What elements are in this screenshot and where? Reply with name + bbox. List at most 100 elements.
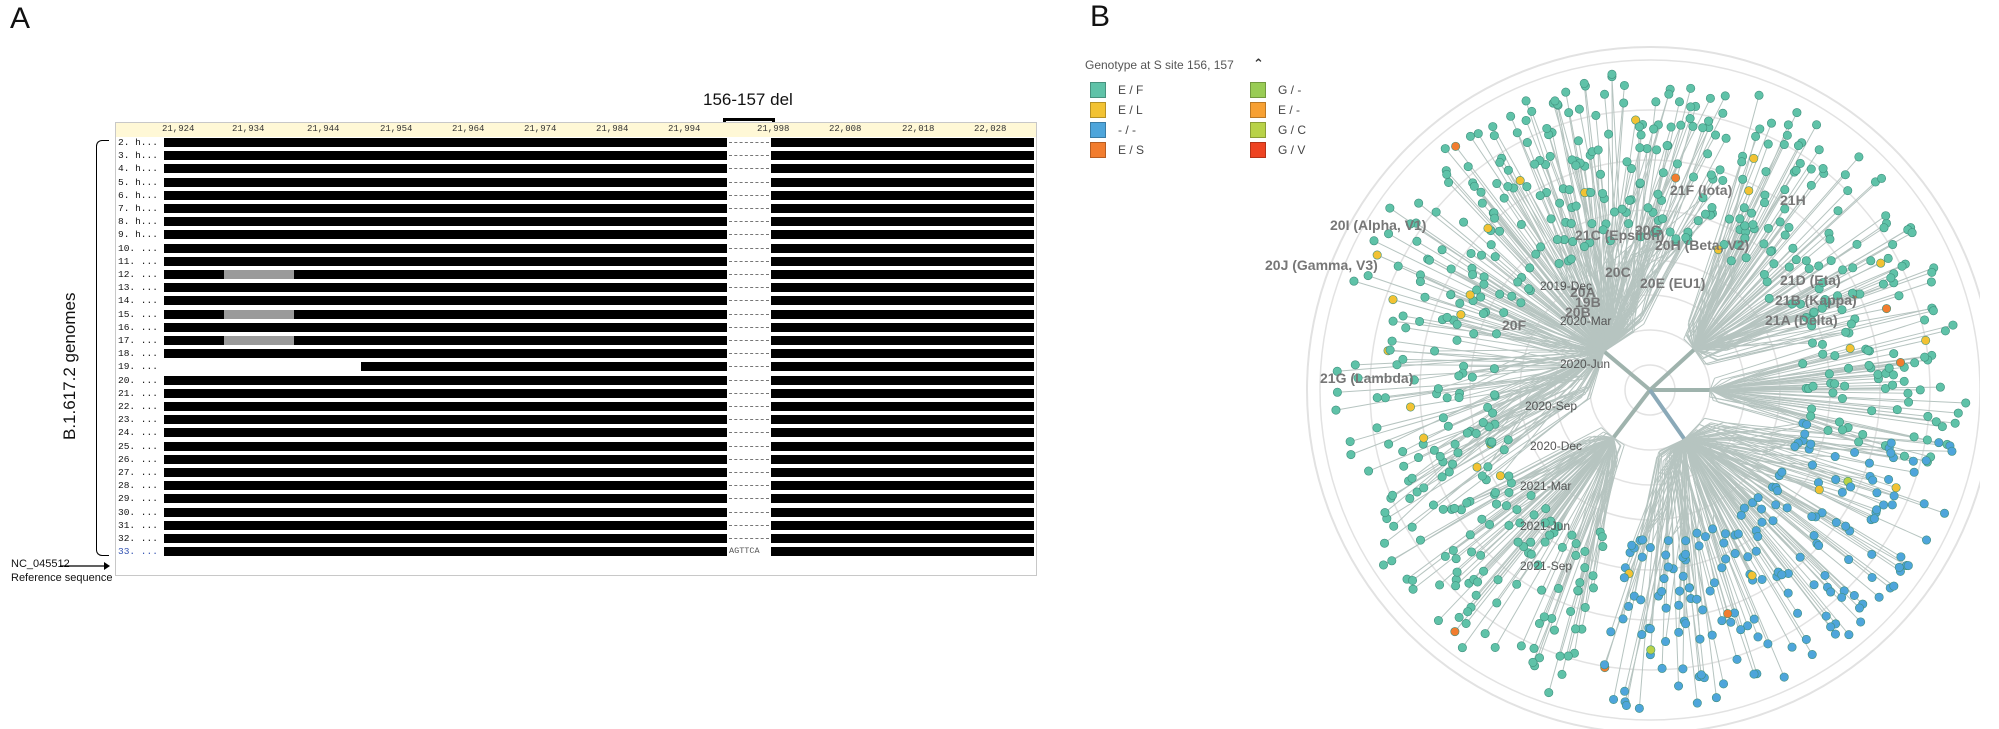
- tree-tip[interactable]: [1847, 288, 1857, 298]
- tree-tip[interactable]: [1515, 518, 1525, 528]
- tree-tip[interactable]: [1580, 546, 1590, 556]
- tree-tip[interactable]: [1806, 180, 1816, 190]
- tree-tip[interactable]: [1948, 320, 1958, 330]
- tree-tip[interactable]: [1621, 700, 1631, 710]
- tree-tip[interactable]: [1453, 448, 1463, 458]
- tree-tip[interactable]: [1879, 500, 1889, 510]
- tree-tip[interactable]: [1889, 491, 1899, 501]
- tree-tip[interactable]: [1479, 566, 1489, 576]
- tree-tip[interactable]: [1542, 123, 1552, 133]
- tree-tip[interactable]: [1756, 504, 1766, 514]
- tree-tip[interactable]: [1636, 232, 1646, 242]
- alignment-row[interactable]: 32. ...: [116, 533, 1036, 544]
- tree-tip[interactable]: [1454, 612, 1464, 622]
- tree-tip[interactable]: [1705, 586, 1715, 596]
- tree-tip[interactable]: [1476, 292, 1486, 302]
- tree-tip[interactable]: [1471, 590, 1481, 600]
- tree-tip[interactable]: [1741, 253, 1751, 263]
- tree-tip[interactable]: [1777, 570, 1787, 580]
- alignment-row[interactable]: 24. ...: [116, 427, 1036, 438]
- tree-tip[interactable]: [1566, 254, 1576, 264]
- tree-tip[interactable]: [1555, 651, 1565, 661]
- tree-tip[interactable]: [1489, 131, 1499, 141]
- tree-tip[interactable]: [1809, 307, 1819, 317]
- tree-tip[interactable]: [1705, 93, 1715, 103]
- tree-tip[interactable]: [1692, 698, 1702, 708]
- tree-tip[interactable]: [1499, 193, 1509, 203]
- alignment-row[interactable]: 6. h...: [116, 190, 1036, 201]
- tree-tip[interactable]: [1332, 387, 1342, 397]
- tree-tip[interactable]: [1795, 158, 1805, 168]
- tree-tip[interactable]: [1485, 519, 1495, 529]
- tree-tip[interactable]: [1681, 233, 1691, 243]
- tree-tip[interactable]: [1748, 220, 1758, 230]
- tree-tip[interactable]: [1564, 185, 1574, 195]
- tree-tip[interactable]: [1830, 379, 1840, 389]
- tree-tip[interactable]: [1564, 108, 1574, 118]
- tree-tip[interactable]: [1385, 203, 1395, 213]
- tree-tip[interactable]: [1456, 310, 1466, 320]
- tree-tip[interactable]: [1526, 490, 1536, 500]
- alignment-row[interactable]: 20. ...: [116, 375, 1036, 386]
- tree-tip[interactable]: [1473, 129, 1483, 139]
- tree-tip[interactable]: [1674, 681, 1684, 691]
- tree-tip[interactable]: [1459, 217, 1469, 227]
- tree-tip[interactable]: [1563, 651, 1573, 661]
- tree-tip[interactable]: [1433, 616, 1443, 626]
- tree-tip[interactable]: [1806, 411, 1816, 421]
- tree-tip[interactable]: [1346, 450, 1356, 460]
- tree-tip[interactable]: [1661, 550, 1671, 560]
- tree-tip[interactable]: [1454, 371, 1464, 381]
- tree-tip[interactable]: [1874, 592, 1884, 602]
- tree-tip[interactable]: [1380, 538, 1390, 548]
- tree-tip[interactable]: [1607, 69, 1617, 79]
- tree-tip[interactable]: [1678, 571, 1688, 581]
- tree-tip[interactable]: [1444, 177, 1454, 187]
- tree-tip[interactable]: [1723, 609, 1733, 619]
- tree-tip[interactable]: [1760, 198, 1770, 208]
- tree-tip[interactable]: [1920, 352, 1930, 362]
- alignment-row[interactable]: 23. ...: [116, 414, 1036, 425]
- tree-tip[interactable]: [1769, 259, 1779, 269]
- tree-tip[interactable]: [1665, 227, 1675, 237]
- tree-tip[interactable]: [1747, 208, 1757, 218]
- tree-tip[interactable]: [1826, 587, 1836, 597]
- tree-tip[interactable]: [1414, 198, 1424, 208]
- tree-tip[interactable]: [1533, 560, 1543, 570]
- tree-tip[interactable]: [1867, 406, 1877, 416]
- tree-tip[interactable]: [1809, 531, 1819, 541]
- tree-tip[interactable]: [1627, 540, 1637, 550]
- tree-tip[interactable]: [1823, 425, 1833, 435]
- tree-tip[interactable]: [1493, 575, 1503, 585]
- tree-tip[interactable]: [1465, 131, 1475, 141]
- tree-tip[interactable]: [1779, 140, 1789, 150]
- tree-tip[interactable]: [1557, 669, 1567, 679]
- tree-tip[interactable]: [1512, 505, 1522, 515]
- tree-tip[interactable]: [1438, 504, 1448, 514]
- tree-tip[interactable]: [1618, 614, 1628, 624]
- tree-tip[interactable]: [1408, 575, 1418, 585]
- tree-tip[interactable]: [1771, 500, 1781, 510]
- tree-tip[interactable]: [1600, 660, 1610, 670]
- tree-tip[interactable]: [1645, 624, 1655, 634]
- tree-tip[interactable]: [1535, 653, 1545, 663]
- tree-tip[interactable]: [1553, 522, 1563, 532]
- tree-tip[interactable]: [1512, 128, 1522, 138]
- tree-tip[interactable]: [1516, 219, 1526, 229]
- tree-tip[interactable]: [1387, 490, 1397, 500]
- tree-tip[interactable]: [1800, 429, 1810, 439]
- tree-tip[interactable]: [1429, 445, 1439, 455]
- tree-tip[interactable]: [1454, 393, 1464, 403]
- tree-tip[interactable]: [1600, 89, 1610, 99]
- tree-tip[interactable]: [1672, 159, 1682, 169]
- tree-tip[interactable]: [1695, 634, 1705, 644]
- tree-tip[interactable]: [1894, 291, 1904, 301]
- tree-tip[interactable]: [1864, 360, 1874, 370]
- tree-tip[interactable]: [1437, 245, 1447, 255]
- tree-tip[interactable]: [1649, 124, 1659, 134]
- tree-tip[interactable]: [1492, 598, 1502, 608]
- tree-tip[interactable]: [1478, 309, 1488, 319]
- tree-tip[interactable]: [1597, 532, 1607, 542]
- tree-tip[interactable]: [1681, 536, 1691, 546]
- tree-tip[interactable]: [1637, 552, 1647, 562]
